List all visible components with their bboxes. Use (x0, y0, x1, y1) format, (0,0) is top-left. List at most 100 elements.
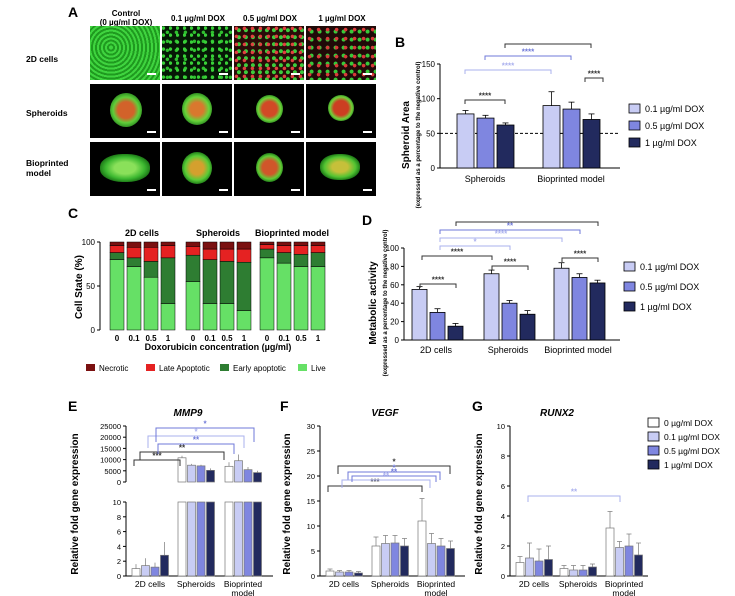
chart-c-y-tick-label: 0 (91, 326, 96, 335)
panel-label-b: B (395, 34, 406, 50)
chart-b-sig-2-label: **** (588, 70, 601, 79)
chart-d-sig-3 (421, 255, 493, 260)
chart-c-tick-label: 0 (265, 334, 270, 343)
chart-e-sig-1-label: *** (152, 452, 162, 461)
micrograph-spheroid-dose1 (306, 84, 376, 138)
chart-g-sig-1-label: ** (571, 488, 578, 497)
chart-c-stack-segment (160, 241, 176, 246)
chart-g-legend-entry: 0.5 µg/ml DOX (664, 446, 720, 456)
chart-g-y-tick-label: 4 (501, 512, 505, 521)
chart-b-category-label: Bioprinted model (537, 174, 605, 184)
micrograph-spheroid-dose05 (234, 84, 304, 138)
chart-g-bar (615, 547, 624, 577)
panel-label-f: F (280, 398, 289, 414)
chart-b-bar (476, 117, 495, 169)
chart-d-legend-entry: 0.5 µg/ml DOX (640, 282, 699, 292)
chart-f-sig-2 (337, 465, 451, 474)
row-label-bioprinted: Bioprinted model (26, 158, 69, 178)
chart-e-ybottom-tick-label: 10 (113, 498, 121, 507)
chart-d-sig-5-label: * (473, 238, 477, 247)
chart-f-bar (325, 570, 335, 577)
chart-g-bar (515, 562, 525, 577)
chart-d-sig-7 (439, 229, 581, 234)
chart-f-title: VEGF (371, 408, 399, 419)
chart-f-bar (436, 545, 446, 577)
chart-c-xlabel: Doxorubicin concentration (µg/ml) (145, 342, 292, 352)
chart-d-y-tick-label: 40 (390, 299, 399, 308)
chart-c-stack-segment (310, 245, 326, 253)
chart-f-sig-1-label: *** (370, 478, 380, 487)
chart-b-sig-5-label: **** (542, 40, 555, 45)
chart-e-bar-lower (234, 501, 243, 577)
chart-g-bar (634, 554, 643, 577)
chart-d-sig-2 (491, 265, 529, 270)
chart-e-category-label: Spheroids (177, 579, 215, 589)
chart-c-legend-entry: Necrotic (99, 364, 128, 373)
chart-g-y-tick-label: 0 (501, 572, 505, 581)
chart-b-legend-swatch (628, 120, 641, 131)
chart-b-sig-4 (484, 55, 572, 60)
chart-b-category-label: Spheroids (465, 174, 506, 184)
chart-d-ylabel2: (expressed as a percentage to the negati… (383, 230, 389, 377)
micrograph-bioprinted-dose01 (162, 142, 232, 196)
chart-g-bar (559, 568, 569, 577)
chart-g-bar (605, 527, 615, 577)
chart-e-ytop-tick-label: 10000 (100, 456, 121, 465)
chart-e-bar-lower (196, 501, 206, 577)
chart-f-bar (381, 543, 390, 577)
chart-e-bar (187, 464, 196, 483)
column-title-dose1: 1 µg/ml DOX (318, 14, 366, 23)
chart-c-stack-segment (293, 241, 309, 246)
chart-d-legend-swatch (623, 301, 636, 312)
chart-e-ytop-tick-label: 15000 (100, 444, 121, 453)
chart-c-stack-segment (293, 254, 309, 267)
chart-f-sig-2-label: * (392, 458, 396, 467)
chart-c-stack-segment (219, 248, 235, 262)
chart-c-stack-segment (259, 257, 275, 331)
chart-b-bar (562, 108, 581, 169)
chart-f-sig-4 (341, 479, 431, 488)
column-title-dose01: 0.1 µg/ml DOX (171, 14, 225, 23)
chart-c-stack-segment (259, 244, 275, 250)
chart-b-y-tick-label: 100 (422, 95, 436, 104)
chart-e-bar (234, 460, 243, 483)
chart-b-sig-1 (464, 99, 506, 104)
chart-g-bar (525, 557, 534, 577)
chart-c-stack-segment (236, 261, 252, 311)
chart-d-sig-4-label: **** (574, 250, 587, 259)
micrograph-spheroid-dose01 (162, 84, 232, 138)
chart-c-stack-segment (109, 259, 125, 331)
chart-b-sig-3-label: **** (502, 62, 515, 71)
chart-c-stack-segment (109, 245, 125, 253)
chart-e-title: MMP9 (174, 408, 203, 419)
micrograph-bioprinted-control (90, 142, 160, 196)
chart-c-tick-label: 0.5 (145, 334, 157, 343)
chart-b-y-tick-label: 0 (431, 164, 436, 173)
chart-d-bar (483, 273, 500, 341)
chart-c-stack-segment (202, 259, 218, 304)
chart-d-bar (501, 302, 518, 341)
chart-g-y-tick-label: 2 (501, 542, 505, 551)
chart-d-sig-4 (561, 257, 599, 262)
chart-b-y-tick-label: 50 (426, 129, 435, 138)
chart-e-sig-2-label: ** (179, 444, 186, 453)
chart-b-sig-1-label: **** (479, 92, 492, 101)
chart-g-legend-swatch (647, 459, 660, 470)
chart-b-bar (496, 124, 515, 169)
micrograph-bioprinted-dose05 (234, 142, 304, 196)
chart-c-tick-label: 1 (242, 334, 247, 343)
chart-e-sig-3-label: ** (193, 436, 200, 445)
chart-g-legend-entry: 0.1 µg/ml DOX (664, 432, 720, 442)
chart-c-legend-entry: Late Apoptotic (159, 364, 210, 373)
chart-g-ylabel: Relative fold gene expression (474, 433, 485, 574)
chart-c-legend-swatch (86, 364, 95, 371)
micrograph-spheroid-control (90, 84, 160, 138)
panel-label-e: E (68, 398, 78, 414)
chart-c-stack-segment (202, 303, 218, 331)
chart-c-stack-segment (126, 266, 142, 331)
chart-e-category-label: 2D cells (135, 579, 165, 589)
chart-f-ylabel: Relative fold gene expression (282, 433, 293, 574)
chart-c-stack-segment (310, 241, 326, 246)
chart-c-stack-segment (185, 246, 201, 256)
chart-f-sig-5-label: ** (391, 468, 398, 477)
